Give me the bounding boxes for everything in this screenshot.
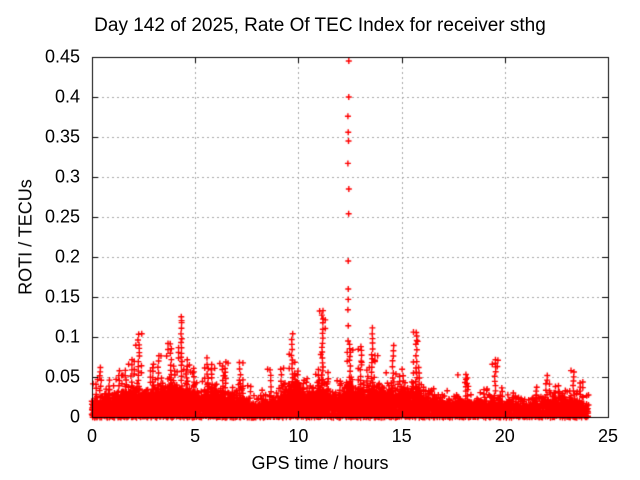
y-tick-label-0.3: 0.3 [54, 166, 80, 187]
y-tick-label-0.2: 0.2 [54, 246, 80, 267]
x-tick-label-5: 5 [190, 426, 201, 446]
y-tick-label-0.15: 0.15 [44, 286, 80, 307]
chart-title: Day 142 of 2025, Rate Of TEC Index for r… [94, 15, 546, 36]
x-tick-label-15: 15 [391, 426, 412, 446]
y-tick-label-0.25: 0.25 [44, 206, 80, 227]
y-tick-label-0: 0 [69, 406, 80, 427]
y-axis-label: ROTI / TECUs [15, 179, 36, 295]
x-tick-label-25: 25 [597, 426, 619, 446]
x-tick-label-0: 0 [86, 426, 98, 446]
x-axis-label: GPS time / hours [251, 453, 389, 473]
y-tick-label-0.1: 0.1 [54, 326, 80, 347]
y-tick-label-0.4: 0.4 [54, 86, 80, 107]
x-tick-label-10: 10 [288, 426, 309, 446]
y-tick-label-0.05: 0.05 [44, 366, 80, 387]
y-tick-label-0.35: 0.35 [44, 126, 80, 147]
y-tick-label-0.45: 0.45 [44, 46, 80, 67]
x-tick-label-20: 20 [494, 426, 515, 446]
